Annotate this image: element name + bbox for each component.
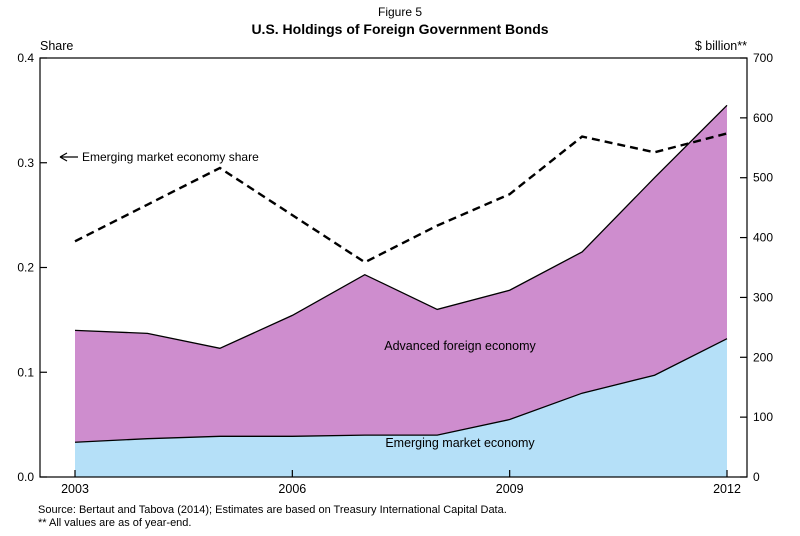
total-holdings-line [74, 104, 728, 349]
area-emerging-market [75, 338, 727, 477]
x-axis-tick-label: 2006 [278, 482, 306, 496]
right-axis-tick-label: 100 [753, 410, 773, 424]
left-axis-title: Share [40, 39, 73, 53]
right-axis-tick-label: 600 [753, 111, 773, 125]
left-axis-tick-label: 0.2 [17, 261, 34, 275]
right-axis-tick-label: 200 [753, 350, 773, 364]
left-axis-tick-label: 0.3 [17, 156, 34, 170]
right-axis-title: $ billion** [695, 39, 747, 53]
right-axis-tick-label: 400 [753, 231, 773, 245]
left-axis-tick-label: 0.1 [17, 365, 34, 379]
area-label-emerging: Emerging market economy [385, 436, 535, 450]
left-arrow-icon [59, 152, 78, 162]
x-axis-tick-label: 2003 [61, 482, 89, 496]
emerging-boundary-line [74, 338, 728, 443]
figure-title: U.S. Holdings of Foreign Government Bond… [251, 21, 548, 37]
area-label-advanced: Advanced foreign economy [384, 339, 536, 353]
left-axis-tick-label: 0.4 [17, 51, 34, 65]
x-axis-tick-label: 2012 [713, 482, 741, 496]
annotation-share-label: Emerging market economy share [82, 150, 259, 164]
left-axis-tick-label: 0.0 [17, 470, 34, 484]
right-axis-tick-label: 300 [753, 290, 773, 304]
source-note: Source: Bertaut and Tabova (2014); Estim… [38, 504, 507, 516]
right-axis-tick-label: 700 [753, 51, 773, 65]
figure-label: Figure 5 [378, 5, 422, 19]
right-axis-tick-label: 0 [753, 470, 760, 484]
right-axis-tick-label: 500 [753, 171, 773, 185]
emerging-share-dashed-line [74, 132, 728, 264]
plot-area: 0.0 0.1 0.2 0.3 0.4 0 100 200 300 400 500 600 700 200… [17, 51, 773, 496]
footnote-year-end: ** All values are as of year-end. [38, 517, 191, 529]
x-axis-tick-label: 2009 [496, 482, 524, 496]
area-advanced-foreign [75, 105, 727, 443]
